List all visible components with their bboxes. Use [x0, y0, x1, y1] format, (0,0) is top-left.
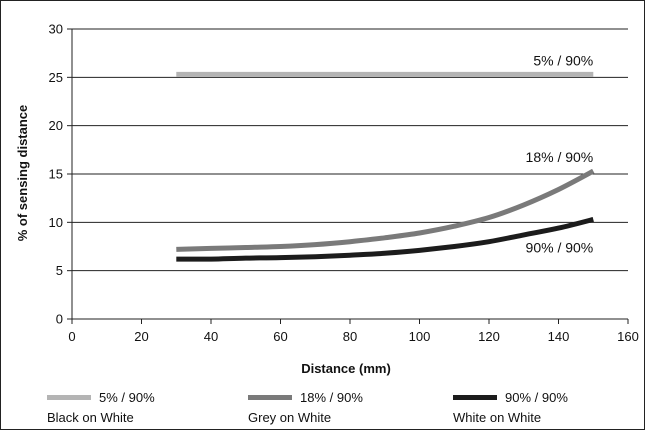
- x-tick-label: 100: [409, 329, 431, 344]
- x-tick-label: 80: [343, 329, 357, 344]
- x-tick-label: 40: [204, 329, 218, 344]
- legend-swatch: [248, 394, 292, 400]
- y-tick-label: 25: [49, 70, 63, 85]
- x-tick-label: 0: [68, 329, 75, 344]
- y-axis-title: % of sensing distance: [15, 105, 30, 242]
- legend: 5% / 90% Black on White 18% / 90% Grey o…: [1, 389, 644, 429]
- series-line: [176, 168, 595, 252]
- legend-item-black-on-white: 5% / 90% Black on White: [47, 389, 155, 425]
- y-tick-label: 5: [56, 263, 63, 278]
- series-end-label: 18% / 90%: [526, 149, 594, 165]
- legend-item-grey-on-white: 18% / 90% Grey on White: [248, 389, 363, 425]
- legend-series-description: White on White: [453, 410, 542, 425]
- y-tick-label: 10: [49, 215, 63, 230]
- series-end-labels: 5% / 90% 18% / 90% 90% / 90%: [526, 52, 594, 255]
- gridlines: [72, 28, 628, 272]
- y-tick-label: 20: [49, 118, 63, 133]
- series-end-label: 5% / 90%: [533, 52, 593, 68]
- series-lines: [176, 71, 595, 262]
- x-tick-label: 60: [273, 329, 287, 344]
- series-line: [176, 216, 594, 262]
- x-tick-label: 120: [478, 329, 500, 344]
- legend-series-description: Grey on White: [248, 410, 332, 425]
- series-end-label: 90% / 90%: [526, 239, 594, 255]
- x-tick-label: 160: [617, 329, 639, 344]
- legend-series-name: 5% / 90%: [99, 389, 155, 405]
- y-tick-label: 30: [49, 22, 63, 37]
- y-tick-label: 0: [56, 312, 63, 327]
- legend-series-name: 18% / 90%: [300, 389, 363, 405]
- line-chart: 0 5 10 15 20 25 30 0 20 40 60 80 100 120 140 160 5% / 9…: [15, 22, 639, 377]
- x-tick-label: 140: [548, 329, 570, 344]
- x-axis-title: Distance (mm): [301, 361, 391, 376]
- legend-series-name: 90% / 90%: [505, 389, 568, 405]
- legend-swatch: [47, 394, 91, 400]
- legend-series-description: Black on White: [47, 410, 134, 425]
- y-tick-label: 15: [49, 167, 63, 182]
- legend-swatch: [453, 394, 497, 400]
- legend-item-white-on-white: 90% / 90% White on White: [453, 389, 568, 425]
- axes: 0 5 10 15 20 25 30 0 20 40 60 80 100 120 140 160: [49, 22, 639, 345]
- x-tick-label: 20: [134, 329, 148, 344]
